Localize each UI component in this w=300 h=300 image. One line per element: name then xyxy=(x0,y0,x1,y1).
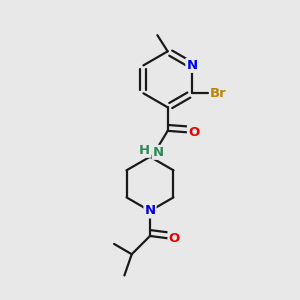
Text: H: H xyxy=(139,144,150,157)
Text: N: N xyxy=(144,205,156,218)
Text: N: N xyxy=(186,59,197,72)
Text: Br: Br xyxy=(210,87,227,100)
Text: N: N xyxy=(153,146,164,159)
Text: O: O xyxy=(169,232,180,245)
Text: O: O xyxy=(188,126,199,139)
